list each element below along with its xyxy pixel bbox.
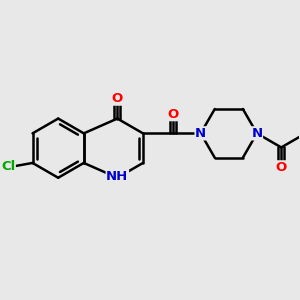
Text: N: N — [195, 127, 206, 140]
Text: O: O — [112, 92, 123, 105]
Text: N: N — [251, 127, 262, 140]
Text: O: O — [276, 161, 287, 174]
Text: NH: NH — [106, 170, 128, 183]
Text: O: O — [167, 108, 178, 121]
Text: Cl: Cl — [1, 160, 15, 173]
